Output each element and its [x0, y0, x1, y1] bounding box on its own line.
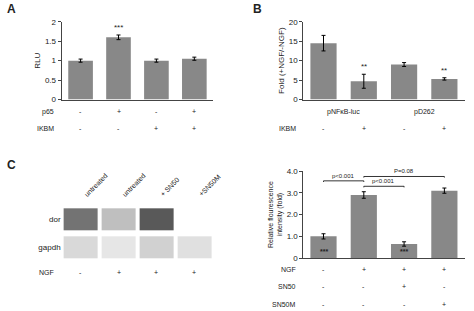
svg-text:+: +	[117, 269, 121, 276]
svg-text:**: **	[441, 66, 447, 75]
svg-text:+: +	[402, 283, 406, 290]
svg-text:20: 20	[289, 18, 298, 27]
svg-text:-: -	[79, 269, 82, 276]
svg-text:+: +	[362, 266, 366, 273]
svg-text:3.0: 3.0	[287, 189, 299, 198]
svg-text:+: +	[117, 108, 121, 115]
svg-text:IKBM: IKBM	[37, 125, 54, 132]
svg-text:-: -	[322, 266, 325, 273]
svg-text:+SN50M: +SN50M	[198, 173, 222, 197]
svg-text:+: +	[154, 269, 158, 276]
svg-text:0: 0	[293, 254, 298, 263]
svg-text:2: 2	[52, 18, 57, 27]
svg-text:15: 15	[289, 37, 298, 46]
svg-text:***: ***	[320, 248, 328, 255]
svg-text:-: -	[322, 125, 325, 132]
svg-text:RLU: RLU	[33, 52, 42, 68]
svg-text:p<0.001: p<0.001	[332, 173, 355, 179]
svg-text:10: 10	[289, 56, 298, 65]
svg-text:+: +	[192, 125, 196, 132]
svg-text:0: 0	[293, 95, 298, 104]
svg-text:+: +	[192, 108, 196, 115]
svg-text:dor: dor	[49, 215, 61, 224]
svg-text:+: +	[442, 125, 446, 132]
svg-text:-: -	[322, 283, 325, 290]
svg-text:Fold (+NGF/-NGF): Fold (+NGF/-NGF)	[277, 27, 286, 94]
svg-text:+: +	[154, 125, 158, 132]
svg-text:1.5: 1.5	[45, 37, 57, 46]
svg-text:-: -	[155, 108, 158, 115]
svg-text:**: **	[361, 62, 367, 71]
svg-text:+: +	[362, 125, 366, 132]
svg-text:NGF: NGF	[281, 266, 296, 273]
svg-text:+: +	[402, 266, 406, 273]
svg-text:***: ***	[114, 23, 123, 32]
svg-text:+: +	[442, 301, 446, 308]
svg-text:+: +	[442, 266, 446, 273]
svg-text:P=0.08: P=0.08	[394, 168, 414, 174]
svg-text:Relative flourescenceintensity: Relative flourescenceintensity (fold)	[267, 181, 284, 248]
svg-text:-: -	[322, 301, 325, 308]
svg-text:-: -	[362, 283, 365, 290]
svg-text:0.5: 0.5	[45, 76, 57, 85]
svg-text:1.0: 1.0	[287, 232, 299, 241]
svg-text:pNFκB-luc: pNFκB-luc	[327, 108, 360, 116]
svg-text:0: 0	[52, 95, 57, 104]
svg-text:4.0: 4.0	[287, 167, 299, 176]
svg-text:untreated: untreated	[121, 172, 147, 198]
svg-text:IKBM: IKBM	[279, 125, 296, 132]
svg-text:untreated: untreated	[83, 172, 109, 198]
svg-text:+: +	[192, 269, 196, 276]
svg-text:-: -	[403, 125, 406, 132]
svg-text:SN50: SN50	[278, 283, 296, 290]
svg-text:gapdh: gapdh	[38, 243, 60, 252]
svg-text:1: 1	[52, 56, 57, 65]
svg-text:5: 5	[293, 76, 298, 85]
svg-text:-: -	[362, 301, 365, 308]
svg-text:+ SN50: + SN50	[159, 176, 181, 198]
svg-text:pD262: pD262	[414, 108, 435, 116]
svg-text:***: ***	[400, 248, 408, 255]
svg-text:-: -	[403, 301, 406, 308]
svg-text:p<0.001: p<0.001	[372, 178, 395, 184]
svg-text:p65: p65	[42, 108, 54, 116]
svg-text:2.0: 2.0	[287, 210, 299, 219]
svg-text:NGF: NGF	[39, 269, 54, 276]
svg-text:A: A	[7, 2, 16, 16]
svg-text:B: B	[253, 2, 262, 16]
svg-text:C: C	[7, 158, 16, 172]
svg-text:-: -	[79, 108, 82, 115]
svg-text:-: -	[117, 125, 120, 132]
svg-text:SN50M: SN50M	[272, 301, 296, 308]
svg-text:-: -	[443, 283, 446, 290]
svg-text:-: -	[79, 125, 82, 132]
